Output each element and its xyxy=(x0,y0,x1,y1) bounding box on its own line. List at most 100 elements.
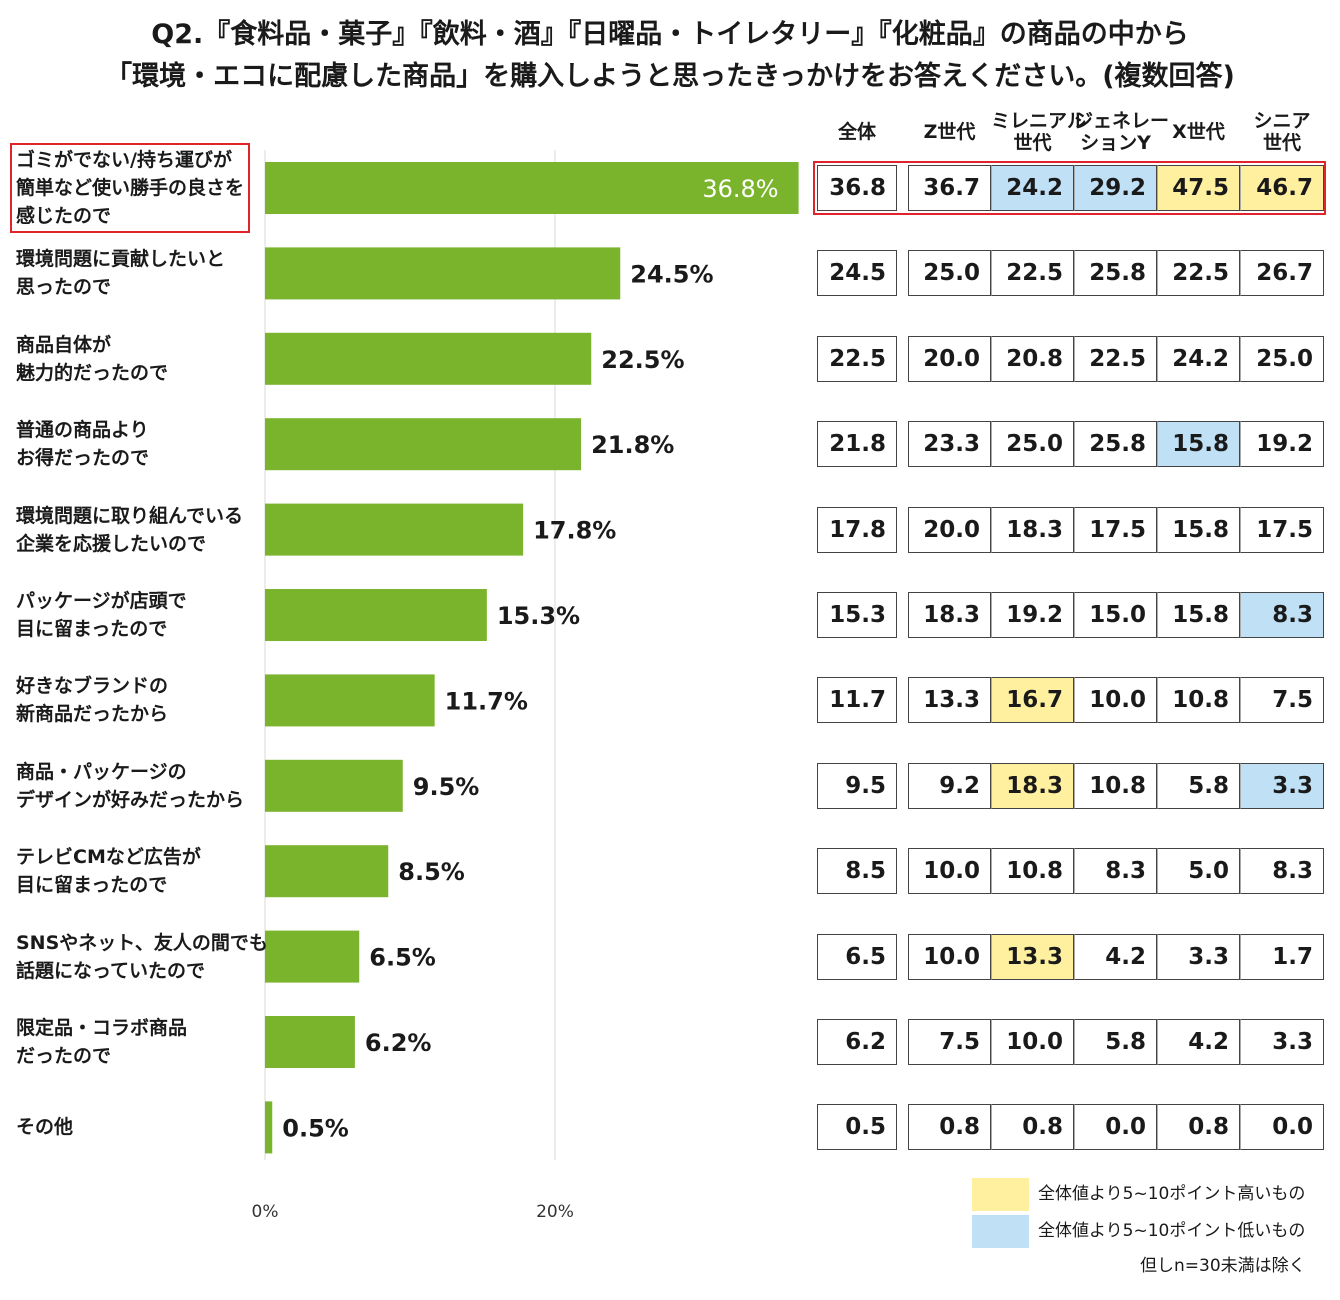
column-header-line: 世代 xyxy=(1262,132,1301,154)
legend-high-swatch xyxy=(972,1178,1029,1211)
cell-senior: 0.0 xyxy=(1240,1104,1324,1151)
cell-z: 18.3 xyxy=(908,592,991,638)
cell-x: 15.8 xyxy=(1157,421,1240,468)
cell-millennial: 19.2 xyxy=(991,592,1074,638)
category-label-line: パッケージが店頭で xyxy=(16,590,187,612)
cell-x: 4.2 xyxy=(1157,1019,1240,1065)
label-highlight-box xyxy=(10,143,250,233)
cell-z: 13.3 xyxy=(908,677,991,724)
column-header-z: Z世代 xyxy=(908,121,991,143)
cell-z: 36.7 xyxy=(908,165,991,211)
category-label-line: 目に留まったので xyxy=(16,618,168,640)
cell-senior: 3.3 xyxy=(1240,1019,1324,1065)
category-label-line: 簡単など使い勝手の良さを xyxy=(16,177,245,199)
bar-value-label-5: 15.3% xyxy=(497,602,580,630)
cell-senior: 19.2 xyxy=(1240,421,1324,468)
bar-5 xyxy=(265,589,487,641)
cell-all: 9.5 xyxy=(817,762,897,809)
cell-millennial: 25.0 xyxy=(991,421,1074,468)
cell-geny: 25.8 xyxy=(1074,421,1157,468)
bar-4 xyxy=(265,503,524,556)
x-tick-label-0: 0% xyxy=(252,1202,279,1222)
cell-x: 47.5 xyxy=(1157,165,1240,211)
bar-value-label-6: 11.7% xyxy=(445,687,528,715)
cell-senior: 46.7 xyxy=(1240,165,1324,211)
bar-value-label-11: 0.5% xyxy=(282,1114,349,1142)
bar-value-label-3: 21.8% xyxy=(591,431,674,459)
cell-millennial: 16.7 xyxy=(991,677,1074,724)
category-label-line: 環境問題に取り組んでいる xyxy=(16,504,244,527)
cell-geny: 8.3 xyxy=(1074,848,1157,895)
cell-all: 8.5 xyxy=(817,848,897,895)
cell-millennial: 20.8 xyxy=(991,335,1074,382)
column-header-line: ションY xyxy=(1080,132,1151,154)
category-label-11: その他 xyxy=(16,1113,251,1141)
column-header-line: 全体 xyxy=(837,121,876,143)
category-label-line: 商品自体が xyxy=(16,333,112,356)
category-label-line: SNSやネット、友人の間でも xyxy=(16,931,268,954)
cell-geny: 5.8 xyxy=(1074,1019,1157,1065)
category-label-line: 話題になっていたので xyxy=(16,959,206,982)
cell-geny: 0.0 xyxy=(1074,1104,1157,1151)
category-label-line: 企業を応援したいので xyxy=(16,532,207,555)
column-header-line: X世代 xyxy=(1172,121,1225,143)
cell-all: 15.3 xyxy=(817,592,897,638)
column-header-line: 世代 xyxy=(1013,132,1052,154)
bar-9 xyxy=(265,930,360,983)
cell-senior: 8.3 xyxy=(1240,848,1324,895)
category-label-line: 感じたので xyxy=(16,205,112,227)
category-label-line: その他 xyxy=(16,1116,74,1139)
cell-senior: 25.0 xyxy=(1240,335,1324,382)
cell-millennial: 18.3 xyxy=(991,506,1074,553)
cell-z: 7.5 xyxy=(908,1019,991,1065)
cell-x: 10.8 xyxy=(1157,677,1240,724)
cell-x: 5.8 xyxy=(1157,762,1240,809)
bar-value-label-4: 17.8% xyxy=(533,517,616,545)
category-label-7: 商品・パッケージの デザインが好みだったから xyxy=(16,758,251,814)
cell-senior: 26.7 xyxy=(1240,250,1324,297)
bar-10 xyxy=(265,1016,355,1068)
bar-2 xyxy=(265,332,592,385)
cell-x: 15.8 xyxy=(1157,592,1240,638)
bar-value-label-8: 8.5% xyxy=(398,858,465,886)
category-label-9: SNSやネット、友人の間でも 話題になっていたので xyxy=(16,929,268,985)
cell-senior: 1.7 xyxy=(1240,933,1324,980)
bar-3 xyxy=(265,418,582,471)
category-label-0: ゴミがでない/持ち運びが 簡単など使い勝手の良さを 感じたので xyxy=(16,146,251,230)
cell-geny: 15.0 xyxy=(1074,592,1157,638)
legend-low-text: 全体値より5~10ポイント低いもの xyxy=(1038,1221,1306,1241)
bar-8 xyxy=(265,845,389,898)
category-label-line: 普通の商品より xyxy=(16,419,149,442)
cell-millennial: 10.0 xyxy=(991,1019,1074,1065)
cell-millennial: 24.2 xyxy=(991,165,1074,211)
cell-senior: 8.3 xyxy=(1240,592,1324,638)
cell-all: 6.2 xyxy=(817,1019,897,1065)
category-label-line: 環境問題に貢献したいと xyxy=(16,248,226,271)
cell-x: 24.2 xyxy=(1157,335,1240,382)
bar-0 xyxy=(265,162,799,214)
category-label-6: 好きなブランドの 新商品だったから xyxy=(16,672,251,728)
bar-value-label-9: 6.5% xyxy=(369,944,436,972)
cell-x: 3.3 xyxy=(1157,933,1240,980)
category-label-line: ゴミがでない/持ち運びが xyxy=(16,149,232,171)
cell-z: 10.0 xyxy=(908,933,991,980)
bar-7 xyxy=(265,759,403,812)
chart-title-line2: 「環境・エコに配慮した商品」を購入しようと思ったきっかけをお答えください。(複数… xyxy=(105,61,1235,92)
cell-all: 17.8 xyxy=(817,506,897,553)
cell-millennial: 13.3 xyxy=(991,933,1074,980)
column-header-senior: シニア 世代 xyxy=(1240,110,1324,154)
cell-millennial: 10.8 xyxy=(991,848,1074,895)
bar-value-label-1: 24.5% xyxy=(630,260,713,288)
cell-all: 21.8 xyxy=(817,421,897,468)
bar-6 xyxy=(265,674,435,727)
legend-low-swatch xyxy=(972,1215,1029,1248)
column-header-millennial: ミレニアル 世代 xyxy=(991,110,1086,154)
row-highlight-box xyxy=(813,161,1326,215)
cell-geny: 17.5 xyxy=(1074,506,1157,553)
cell-z: 20.0 xyxy=(908,335,991,382)
category-label-line: 新商品だったから xyxy=(16,703,169,726)
cell-all: 0.5 xyxy=(817,1104,897,1151)
cell-geny: 25.8 xyxy=(1074,250,1157,297)
category-label-5: パッケージが店頭で 目に留まったので xyxy=(16,587,251,643)
category-label-line: 目に留まったので xyxy=(16,874,168,897)
